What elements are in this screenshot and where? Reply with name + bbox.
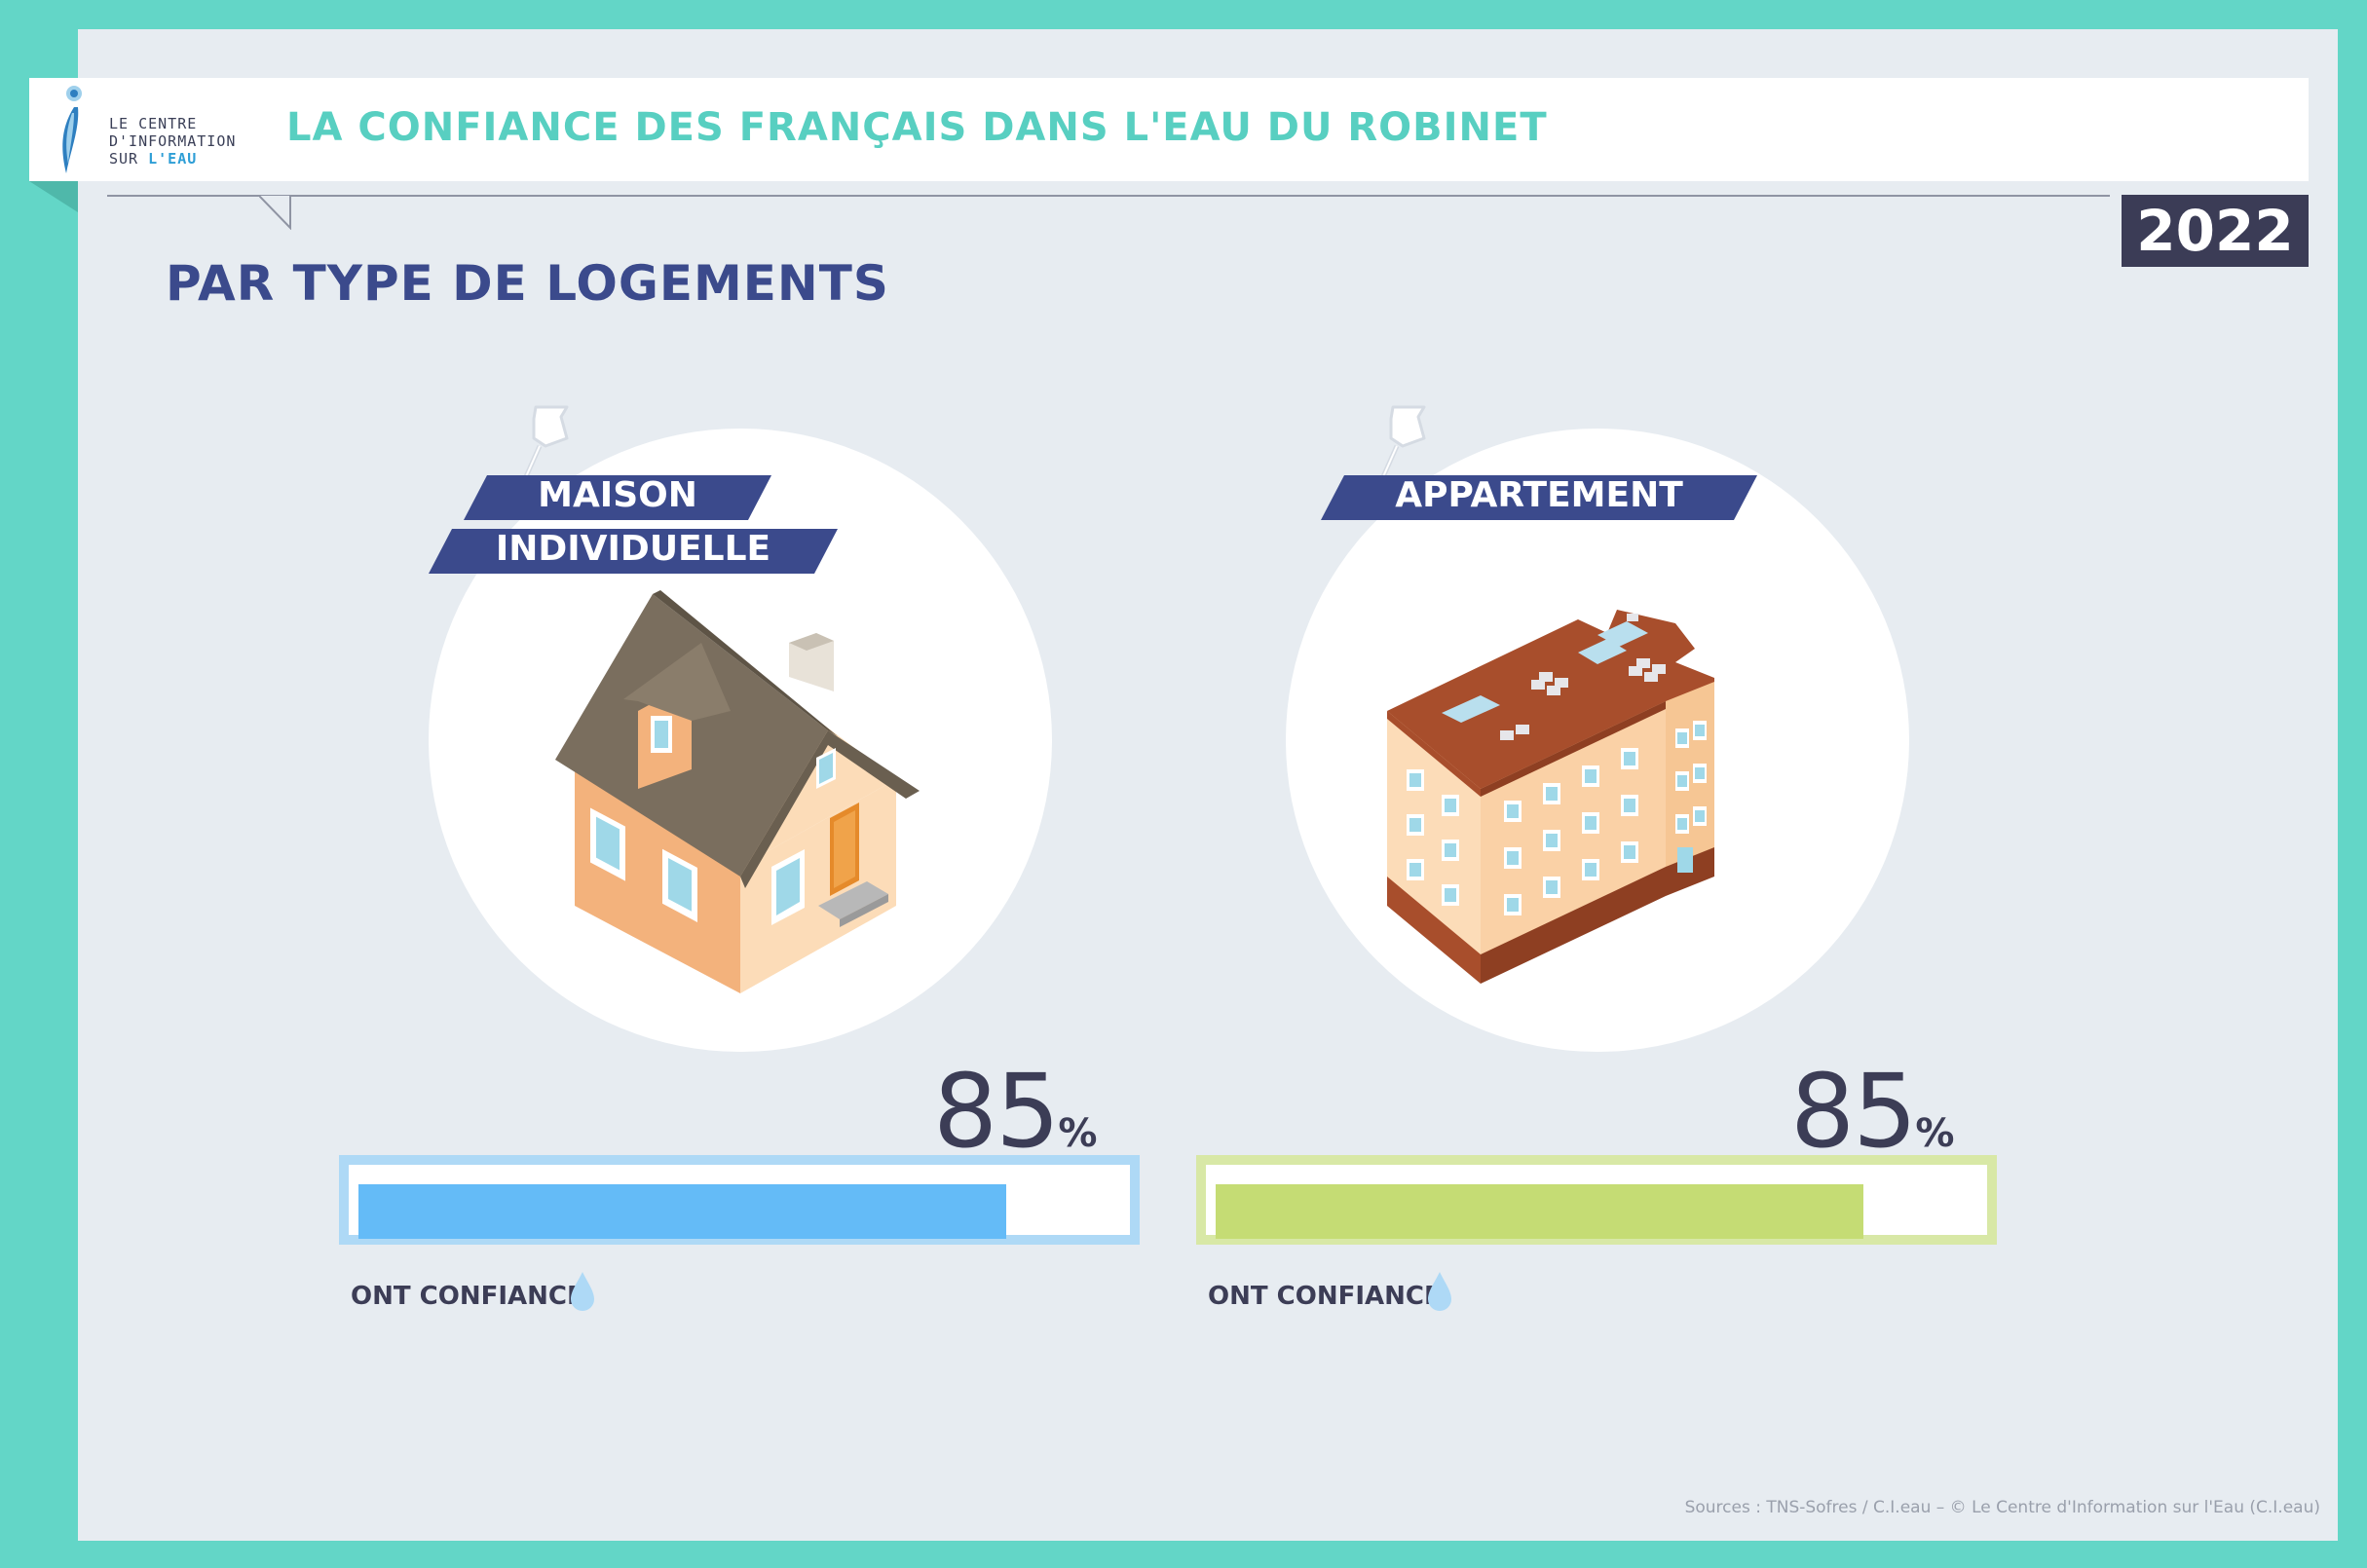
logo-line-1: LE CENTRE xyxy=(109,115,198,132)
label-individuelle-text: INDIVIDUELLE xyxy=(495,529,771,569)
logo-line-3: SUR L'EAU xyxy=(109,150,236,168)
label-appartement-text: APPARTEMENT xyxy=(1395,475,1683,515)
subtitle: PAR TYPE DE LOGEMENTS xyxy=(166,255,889,312)
label-maison-text: MAISON xyxy=(538,475,697,515)
maison-percentage: 85% xyxy=(933,1052,1097,1171)
appartement-percentage: 85% xyxy=(1790,1052,1954,1171)
logo-text: LE CENTRE D'INFORMATION SUR L'EAU xyxy=(109,115,236,168)
maison-percentage-sign: % xyxy=(1058,1111,1098,1156)
appartement-progress-fill xyxy=(1216,1184,1863,1239)
main-title: LA CONFIANCE DES FRANÇAIS DANS L'EAU DU … xyxy=(286,105,1548,150)
maison-progress-bar xyxy=(339,1155,1140,1245)
maison-progress-fill xyxy=(358,1184,1006,1239)
label-individuelle: INDIVIDUELLE xyxy=(429,529,838,574)
source-credit: Sources : TNS-Sofres / C.I.eau – © Le Ce… xyxy=(1684,1498,2320,1517)
pushpin-icon xyxy=(513,405,569,501)
label-appartement: APPARTEMENT xyxy=(1321,475,1757,520)
water-drop-icon xyxy=(1428,1272,1451,1311)
water-drop-logo-icon xyxy=(62,86,82,173)
logo-line-2: D'INFORMATION xyxy=(109,132,237,150)
water-drop-icon xyxy=(571,1272,594,1311)
callout-notch xyxy=(259,195,291,230)
maison-caption: ONT CONFIANCE xyxy=(351,1282,584,1311)
logo-line-3b: L'EAU xyxy=(148,150,198,168)
apartment-building-icon xyxy=(1387,610,1714,984)
appartement-progress-bar xyxy=(1196,1155,1997,1245)
label-ribbon xyxy=(464,475,771,520)
appartement-percentage-sign: % xyxy=(1915,1111,1955,1156)
header-fold xyxy=(29,181,78,212)
label-ribbon xyxy=(429,529,838,574)
appartement-percentage-value: 85 xyxy=(1790,1052,1917,1171)
label-maison: MAISON xyxy=(464,475,771,520)
header-rule xyxy=(107,195,2110,197)
house-icon xyxy=(555,590,920,993)
logo xyxy=(51,84,275,177)
header-bar xyxy=(29,78,2309,181)
maison-percentage-value: 85 xyxy=(933,1052,1060,1171)
label-ribbon xyxy=(1321,475,1757,520)
appartement-caption: ONT CONFIANCE xyxy=(1208,1282,1442,1311)
year-badge: 2022 xyxy=(2122,195,2309,267)
logo-line-3a: SUR xyxy=(109,150,149,168)
